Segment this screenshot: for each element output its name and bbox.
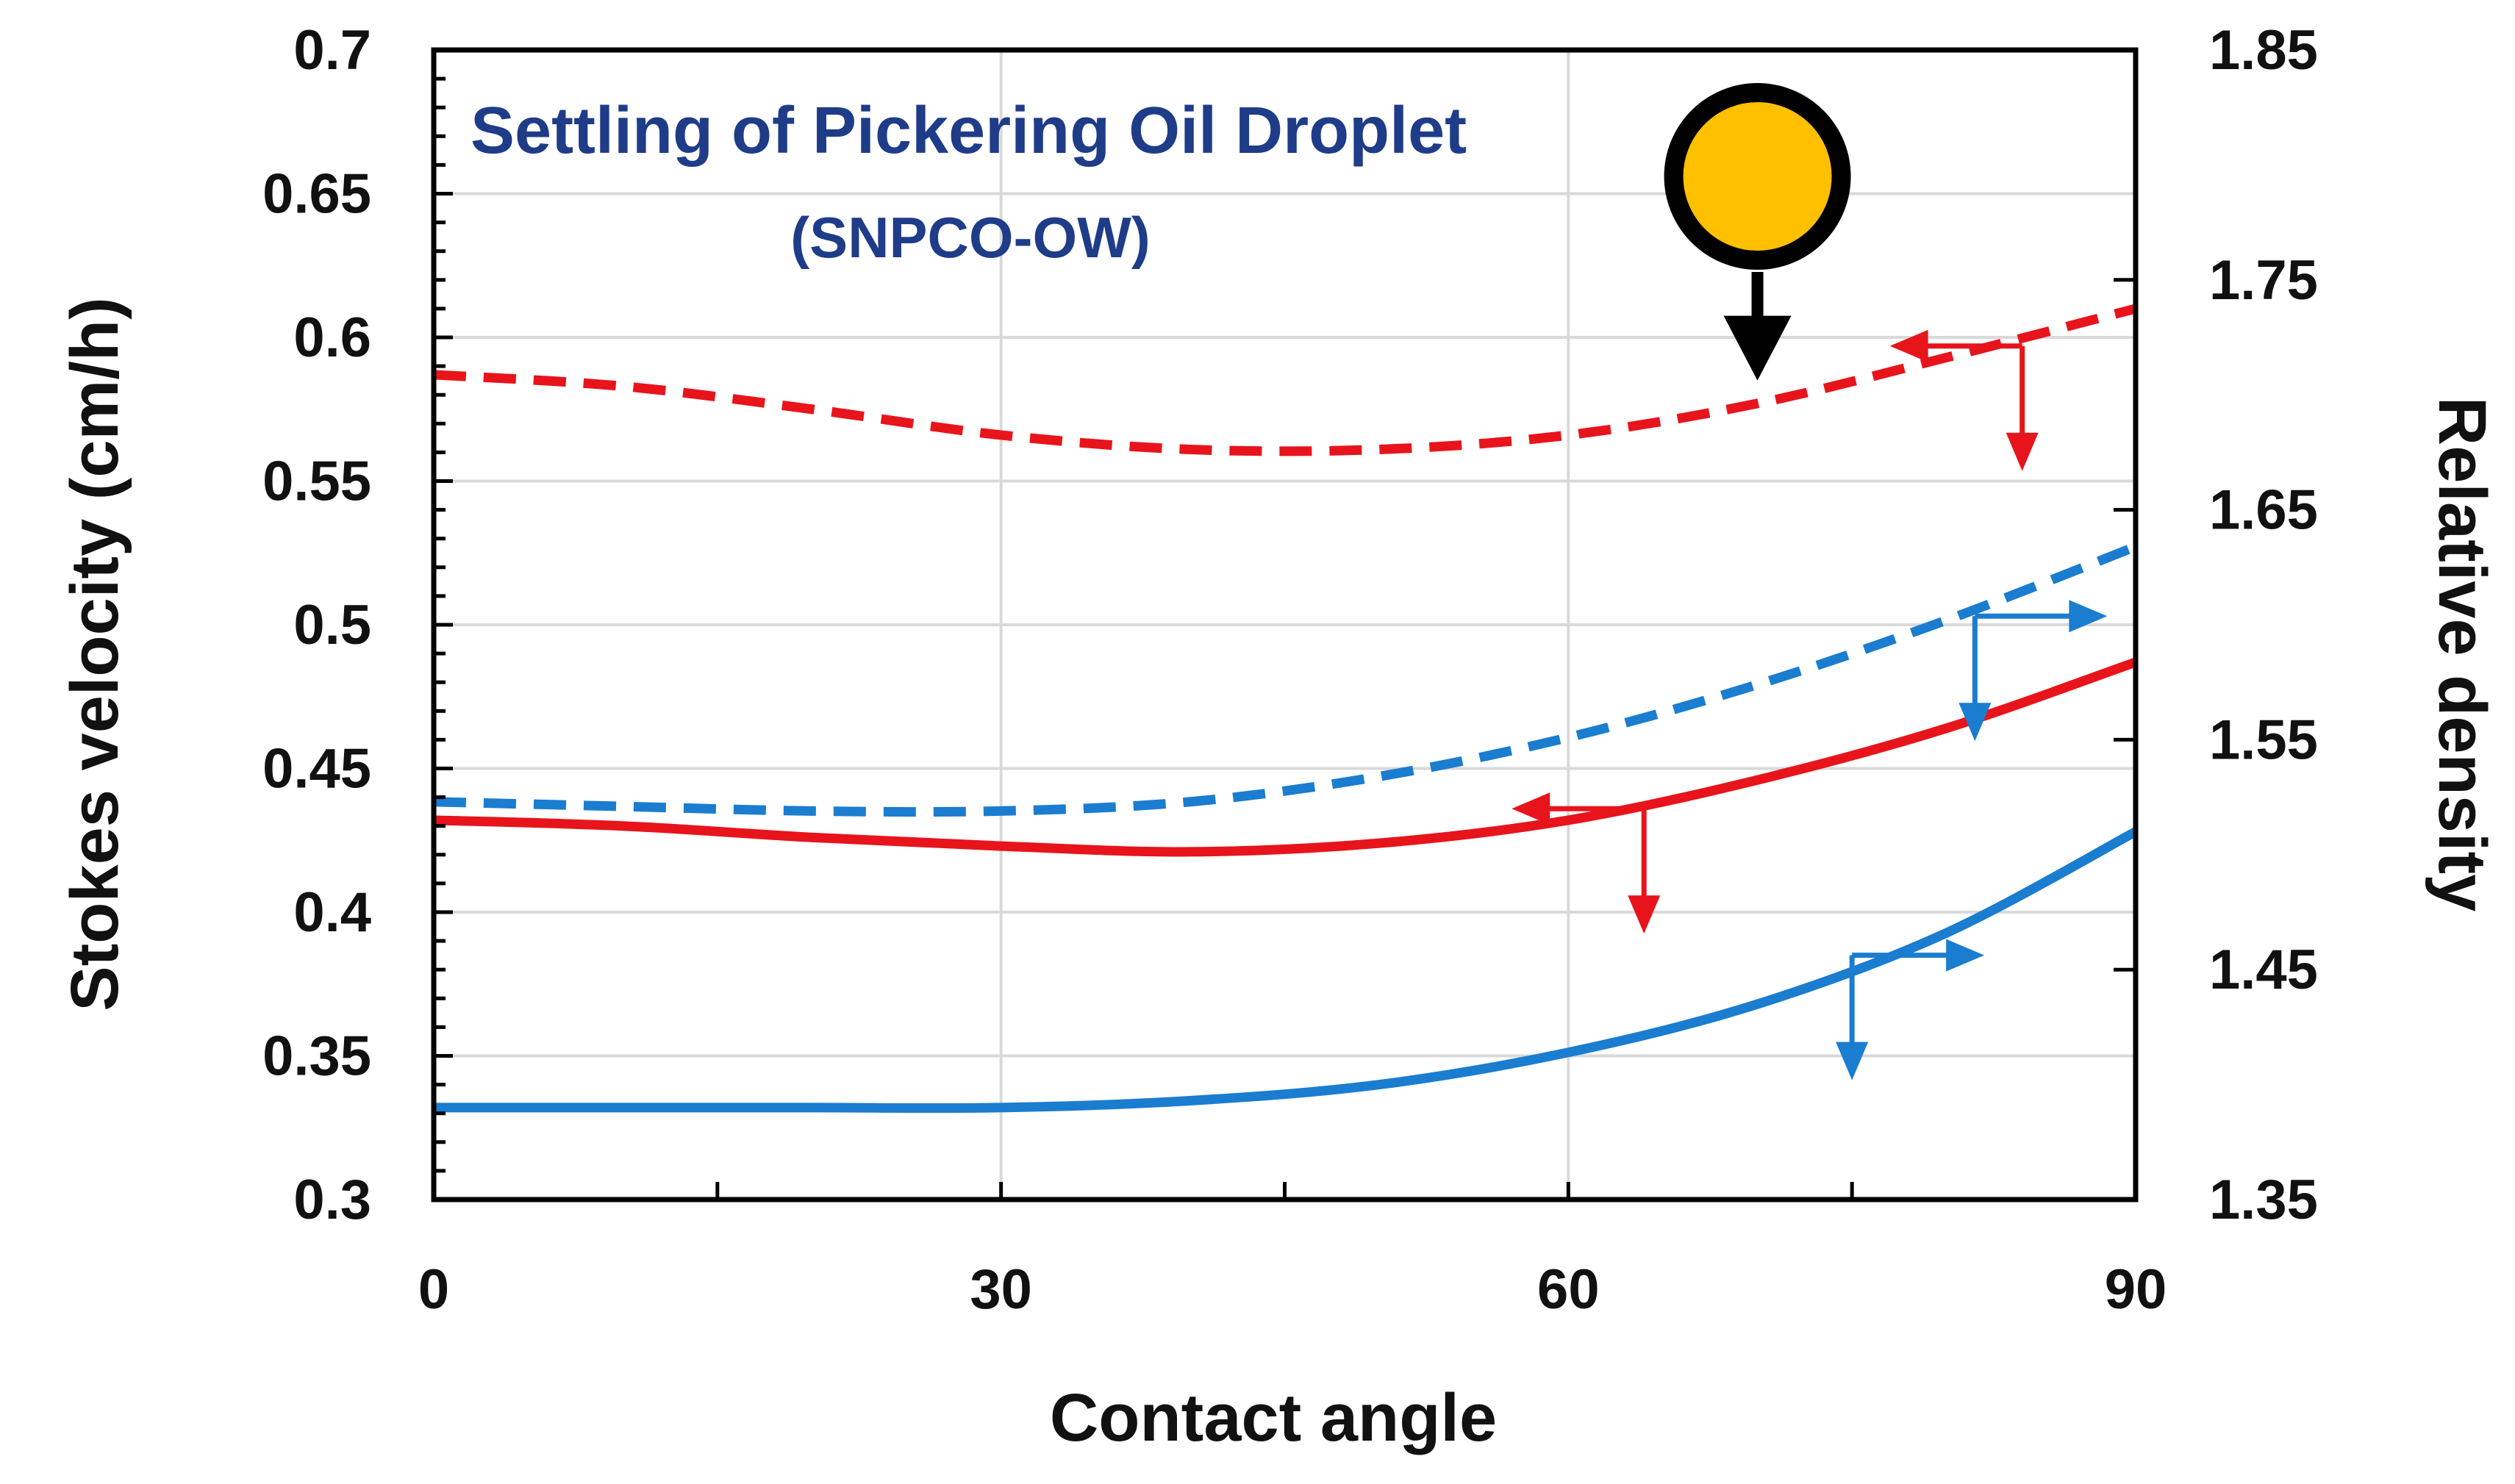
axis-arrow-drop-head-2 (1628, 895, 1661, 934)
series-line-2 (433, 657, 2138, 857)
oil-droplet-icon (1664, 83, 1851, 270)
x-tick-label: 30 (970, 1258, 1032, 1321)
x-axis-title: Contact angle (1050, 1380, 1497, 1455)
y2-tick-label: 1.85 (2209, 19, 2318, 82)
tick-label-layer: 0.3 0.35 0.4 0.45 0.5 0.55 0.6 0.65 0.7 1.35 1.45 1… (262, 19, 2318, 1321)
y2-tick-label: 1.65 (2209, 479, 2318, 542)
y-tick-label: 0.65 (262, 163, 371, 226)
droplet-settling-arrow-head (1723, 315, 1792, 381)
y-tick-label: 0.4 (293, 881, 371, 944)
axis-arrow-head-1 (1889, 329, 1928, 362)
axis-arrow-head-4 (1946, 939, 1985, 972)
y-tick-label: 0.6 (293, 307, 371, 369)
series-layer (433, 304, 2139, 1114)
axis-arrow-head-3 (2069, 600, 2108, 633)
axis-arrow-head-2 (1511, 792, 1550, 825)
x-tick-label: 90 (2105, 1258, 2167, 1321)
y2-axis-title: Relative density (2425, 397, 2500, 912)
y2-tick-label: 1.45 (2209, 939, 2318, 1001)
y2-tick-label: 1.75 (2209, 249, 2318, 312)
y-tick-label: 0.45 (262, 738, 371, 800)
x-tick-label: 60 (1537, 1258, 1600, 1321)
axis-arrow-drop-head-3 (1958, 703, 1992, 742)
chart-subtitle: (SNPCO-OW) (790, 205, 1151, 270)
y-tick-label: 0.35 (262, 1025, 371, 1088)
y-axis-title: Stokes velocity (cm/h) (57, 297, 132, 1011)
axes-layer (431, 47, 2139, 1202)
chart-title: Settling of Pickering Oil Droplet (471, 94, 1467, 168)
annotation-layer (1511, 83, 2108, 1080)
y2-tick-label: 1.35 (2209, 1169, 2318, 1231)
series-line-1 (433, 304, 2137, 456)
grid-layer (432, 49, 2137, 1201)
y-tick-label: 0.7 (293, 19, 371, 82)
axis-arrow-drop-head-1 (2006, 432, 2039, 471)
y2-tick-label: 1.55 (2209, 709, 2318, 771)
series-line-3 (433, 542, 2138, 817)
x-tick-label: 0 (418, 1258, 449, 1321)
y-tick-label: 0.3 (293, 1169, 371, 1231)
y-tick-label: 0.55 (262, 451, 371, 513)
axis-arrow-drop-head-4 (1836, 1042, 1869, 1080)
y-tick-label: 0.5 (293, 594, 371, 656)
series-line-4 (433, 827, 2139, 1114)
